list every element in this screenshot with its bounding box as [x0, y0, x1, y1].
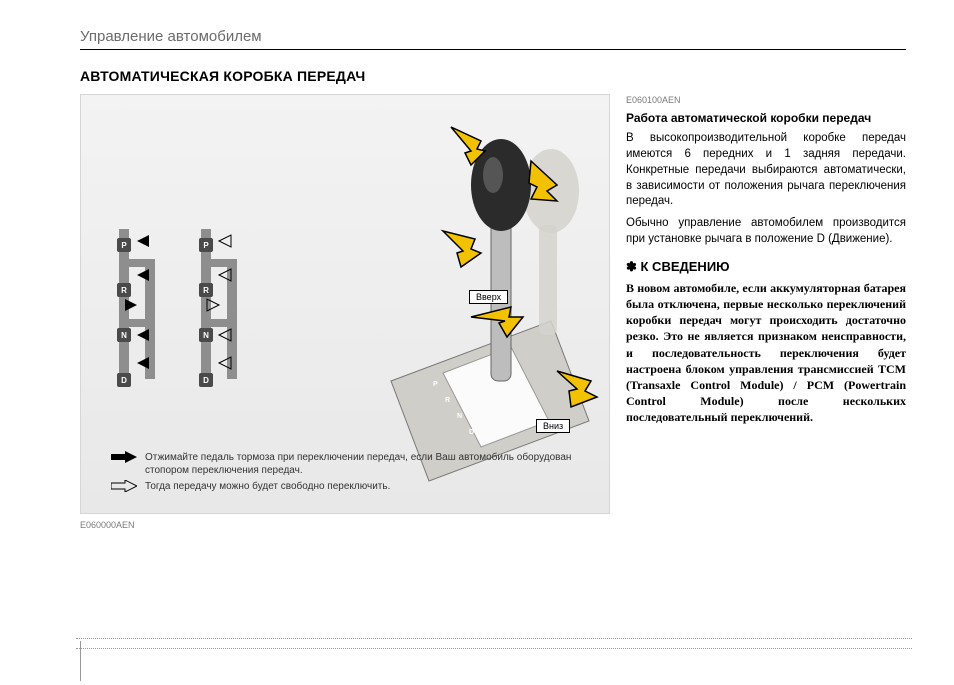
svg-text:D: D	[121, 376, 127, 385]
gear-lever-illustration: P R N D	[381, 121, 611, 501]
footer-rule-2	[76, 648, 912, 649]
svg-text:R: R	[445, 397, 450, 404]
svg-text:R: R	[203, 286, 209, 295]
chapter-title: Управление автомобилем	[80, 28, 906, 50]
svg-text:D: D	[203, 376, 209, 385]
svg-text:P: P	[433, 381, 438, 388]
notice-body: В новом автомобиле, если аккумуляторная …	[626, 280, 906, 426]
outline-arrow-icon	[111, 480, 137, 492]
figure-reference-top: E060100AEN	[626, 94, 906, 106]
svg-text:P: P	[203, 241, 209, 250]
paragraph-2: Обычно управление автомобилем производит…	[626, 216, 906, 248]
svg-text:D: D	[469, 429, 474, 436]
label-down: Вниз	[536, 419, 570, 433]
svg-text:R: R	[121, 286, 127, 295]
notice-heading: ✽ К СВЕДЕНИЮ	[626, 258, 906, 276]
subsection-heading: Работа автоматической коробки передач	[626, 110, 906, 127]
footer-side-rule	[80, 641, 81, 681]
shift-gate-diagram-left: P R N D	[109, 223, 167, 393]
figure-column: P R N D P R N D	[80, 94, 610, 530]
figure-legend: Отжимайте педаль тормоза при переключени…	[111, 451, 595, 496]
section-title: АВТОМАТИЧЕСКАЯ КОРОБКА ПЕРЕДАЧ	[80, 68, 906, 84]
svg-text:N: N	[121, 331, 127, 340]
label-up: Вверх	[469, 290, 508, 304]
solid-arrow-icon	[111, 451, 137, 463]
svg-text:P: P	[121, 241, 127, 250]
figure-reference-bottom: E060000AEN	[80, 520, 610, 530]
paragraph-1: В высокопроизводительной коробке передач…	[626, 131, 906, 210]
text-column: E060100AEN Работа автоматической коробки…	[626, 94, 906, 530]
svg-text:N: N	[203, 331, 209, 340]
shift-gate-diagram-right: P R N D	[191, 223, 249, 393]
svg-text:N: N	[457, 413, 462, 420]
legend-text-2: Тогда передачу можно будет свободно пере…	[145, 480, 595, 494]
figure-illustration: P R N D P R N D	[80, 94, 610, 514]
legend-text-1: Отжимайте педаль тормоза при переключени…	[145, 451, 595, 478]
